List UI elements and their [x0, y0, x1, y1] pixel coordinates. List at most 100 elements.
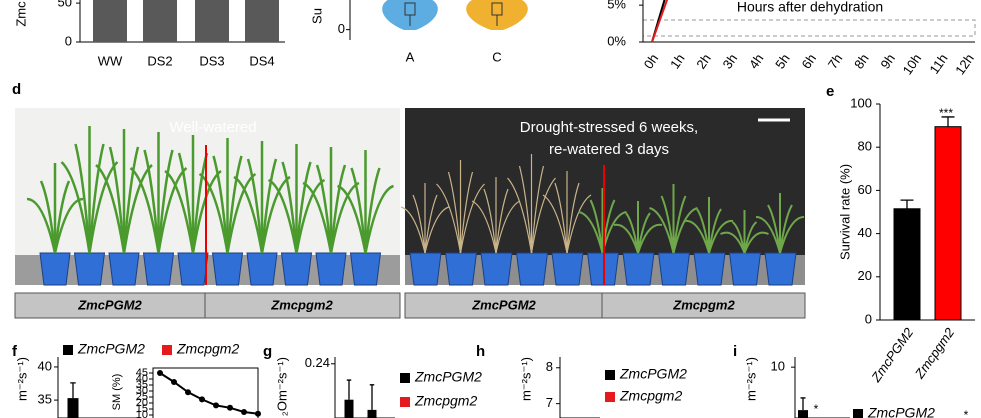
leaf [483, 188, 497, 254]
photo-text: re-watered 3 days [549, 141, 669, 158]
legend-swatch [63, 345, 73, 355]
y-axis-label: m⁻²s⁻¹) [518, 357, 533, 401]
point [199, 396, 205, 403]
y-tick-label: 0 [865, 311, 872, 326]
x-tick-label: DS2 [147, 53, 172, 68]
leaf [743, 231, 769, 254]
bar [143, 0, 177, 42]
y-tick-label: 0 [65, 33, 72, 48]
chart-title: Hours after dehydration [737, 0, 883, 15]
y-tick-label: 40 [858, 225, 872, 240]
leaf [779, 216, 805, 254]
pot [280, 252, 313, 286]
leaf [436, 183, 462, 254]
panel-letter: g [263, 343, 272, 360]
point [185, 389, 191, 396]
dashed-box [642, 19, 976, 37]
leaf [143, 149, 160, 254]
x-tick-label: 5h [772, 51, 793, 71]
point [227, 404, 233, 411]
leaf [157, 149, 174, 254]
pot [728, 252, 762, 286]
y-axis-label: SM (%) [111, 374, 123, 411]
x-tick-label: 12h [952, 51, 977, 77]
y-tick-label: 0% [607, 33, 626, 48]
panel-letter: i [733, 343, 737, 360]
legend-swatch [853, 409, 863, 418]
point [255, 410, 261, 417]
leaf [424, 194, 438, 254]
bar [93, 0, 127, 42]
genotype-label: ZmcPGM2 [77, 297, 142, 312]
pot [108, 252, 140, 286]
y-axis-label: m⁻²s⁻¹) [743, 357, 758, 401]
error-bar [369, 384, 375, 410]
leaf [530, 177, 556, 254]
point [241, 409, 247, 415]
x-tick-label: C [492, 49, 501, 64]
error-bar [900, 199, 914, 209]
legend-label: ZmcPGM2 [414, 369, 482, 385]
line [651, 0, 669, 43]
x-tick-label: 2h [693, 51, 714, 71]
y-axis-label: m⁻²s⁻¹) [14, 357, 29, 401]
pot [211, 252, 244, 286]
leaf [364, 184, 395, 254]
y-tick-label: 0 [338, 21, 345, 36]
leaf [471, 200, 497, 254]
y-axis-label: Survival rate (%) [837, 164, 852, 260]
leaf [459, 183, 485, 254]
leaf [74, 143, 91, 254]
pot [349, 252, 382, 286]
leaf [554, 182, 568, 254]
legend-label: ZmcPGM2 [77, 341, 145, 357]
x-tick-label: 4h [746, 51, 767, 71]
panel-letter: h [476, 343, 485, 360]
legend-label: ZmcPGM2 [619, 366, 687, 382]
pot [409, 252, 442, 286]
y-tick-label: 60 [858, 182, 872, 197]
bar [245, 0, 279, 43]
bar [67, 398, 79, 418]
legend-swatch [400, 397, 410, 407]
legend-swatch [162, 345, 172, 355]
pot [315, 252, 347, 286]
y-tick-label: 40 [136, 373, 148, 385]
pot [177, 252, 209, 286]
label-bar [14, 292, 401, 319]
point [213, 402, 219, 409]
pot [622, 252, 655, 286]
y-tick-label: 30 [136, 385, 148, 397]
pot [657, 252, 691, 286]
error-bar [800, 397, 806, 411]
leaf [177, 152, 195, 254]
y-tick-label: 25 [136, 391, 148, 403]
genotype-label: ZmcPGM2 [471, 297, 536, 312]
y-axis-label: Su [309, 8, 324, 24]
pot [764, 252, 797, 286]
legend-swatch [605, 392, 615, 402]
pot [551, 252, 584, 286]
y-tick-label: 10 [136, 409, 148, 418]
error-bar [70, 382, 76, 399]
panel-letter: d [12, 81, 21, 98]
bar [344, 399, 354, 418]
pot [246, 252, 278, 286]
x-tick-label: 10h [900, 51, 925, 77]
x-tick-label: 6h [798, 51, 819, 71]
x-tick-label: 0h [641, 51, 662, 71]
y-tick-label: 20 [858, 268, 872, 283]
point [171, 379, 177, 385]
y-tick-label: 10 [771, 359, 785, 374]
x-tick-label: 1h [667, 51, 688, 71]
genotype-label: Zmcpgm2 [672, 297, 735, 312]
leaf [447, 171, 462, 254]
annotation: * [814, 402, 819, 416]
y-tick-label: 80 [858, 139, 872, 154]
panel-letter: e [826, 83, 834, 100]
y-tick-label: 8 [546, 359, 553, 374]
inset-frame [152, 367, 259, 418]
pot [444, 252, 478, 286]
